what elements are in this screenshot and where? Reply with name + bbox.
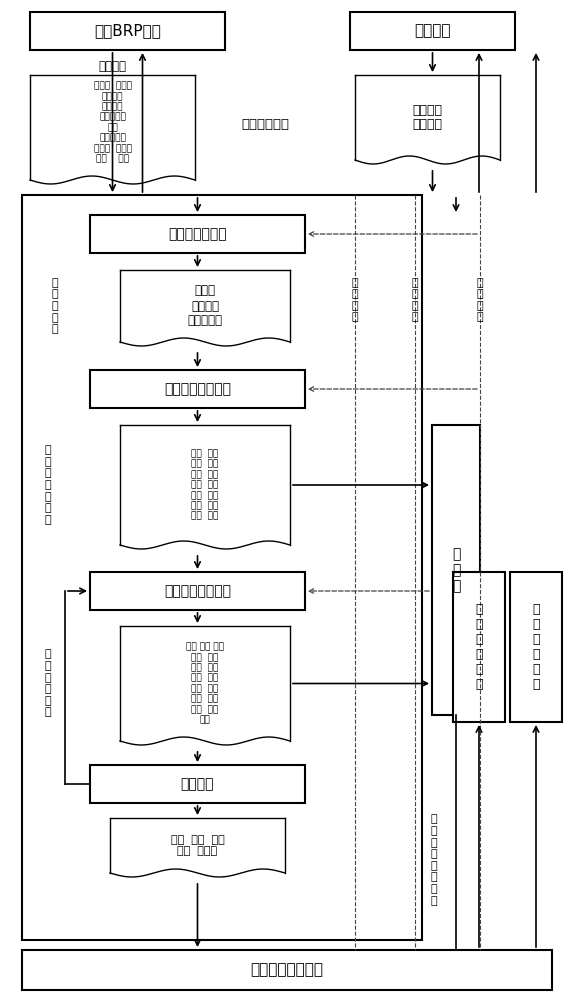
Text: 甘
特
图: 甘 特 图: [452, 547, 460, 593]
Text: 计
划
实
际
执
行
情
况: 计 划 实 际 执 行 情 况: [431, 814, 437, 906]
Text: 设
备
管
理
信
息: 设 备 管 理 信 息: [532, 603, 540, 691]
Text: 求板坯  求种期
要钢日期
量与规格
产品交货日
坯号
计划开单号
坯计划  坯计划
计划    板订: 求板坯 求种期 要钢日期 量与规格 产品交货日 坯号 计划开单号 坯计划 坯计划…: [93, 82, 131, 163]
Text: 钢种  时间
钢号  浇时
开始  间数
停炉  炉规
格开  炉计
划次  当前
坯计  划号: 钢种 时间 钢号 浇时 开始 间数 停炉 炉规 格开 炉计 划次 当前 坯计 划…: [191, 449, 219, 521]
Text: 脱硫 转炉 精炼
钢号  钢种
计划  时间
划开  始时
计划  结束
计划  路径
计生  产号
计划: 脱硫 转炉 精炼 钢号 钢种 计划 时间 划开 始时 计划 结束 计划 路径 计…: [186, 643, 224, 724]
Text: 底层调度: 底层调度: [181, 777, 214, 791]
Polygon shape: [30, 75, 195, 184]
Text: 冶
炼
作
业
计
划: 冶 炼 作 业 计 划: [45, 650, 51, 718]
Text: 计
划
调
整: 计 划 调 整: [352, 278, 358, 322]
Bar: [90, 215, 305, 253]
Polygon shape: [120, 425, 290, 549]
Bar: [90, 765, 305, 803]
Text: 冶炼作业计划编排: 冶炼作业计划编排: [164, 584, 231, 598]
Text: 连铸作业计划编排: 连铸作业计划编排: [164, 382, 231, 396]
Bar: [510, 572, 562, 722]
Text: 公司BRP系统: 公司BRP系统: [94, 23, 161, 38]
Text: 生产订单: 生产订单: [98, 60, 127, 74]
Text: 计
划
调
整: 计 划 调 整: [412, 278, 418, 322]
Text: 实际炼钢生产过程: 实际炼钢生产过程: [251, 962, 324, 978]
Polygon shape: [110, 818, 285, 877]
Polygon shape: [120, 626, 290, 745]
Bar: [432, 425, 480, 715]
Bar: [90, 572, 305, 610]
Text: 炼钢作业计划: 炼钢作业计划: [241, 118, 289, 131]
Text: 中
间
包
计
划: 中 间 包 计 划: [52, 278, 58, 334]
Text: 事
故
炉
次
信
息: 事 故 炉 次 信 息: [475, 603, 483, 691]
Bar: [30, 12, 225, 50]
Text: 计
划
调
整: 计 划 调 整: [477, 278, 483, 322]
Text: 中间包计划编排: 中间包计划编排: [168, 227, 227, 241]
Bar: [350, 12, 515, 50]
Bar: [22, 950, 552, 990]
Text: 热轧车间: 热轧车间: [414, 23, 451, 38]
Text: 天车  台车  容器
包位  废钢槽: 天车 台车 容器 包位 废钢槽: [170, 835, 225, 856]
Text: 热送热装
轧制计划: 热送热装 轧制计划: [412, 104, 442, 131]
Polygon shape: [355, 75, 500, 164]
Bar: [453, 572, 505, 722]
Polygon shape: [120, 270, 290, 346]
Bar: [90, 370, 305, 408]
Text: 浇次号
连浇炉数
中间包顺序: 浇次号 连浇炉数 中间包顺序: [188, 284, 222, 328]
Text: 连
铸
机
作
业
计
划: 连 铸 机 作 业 计 划: [45, 445, 51, 525]
Bar: [22, 195, 422, 940]
